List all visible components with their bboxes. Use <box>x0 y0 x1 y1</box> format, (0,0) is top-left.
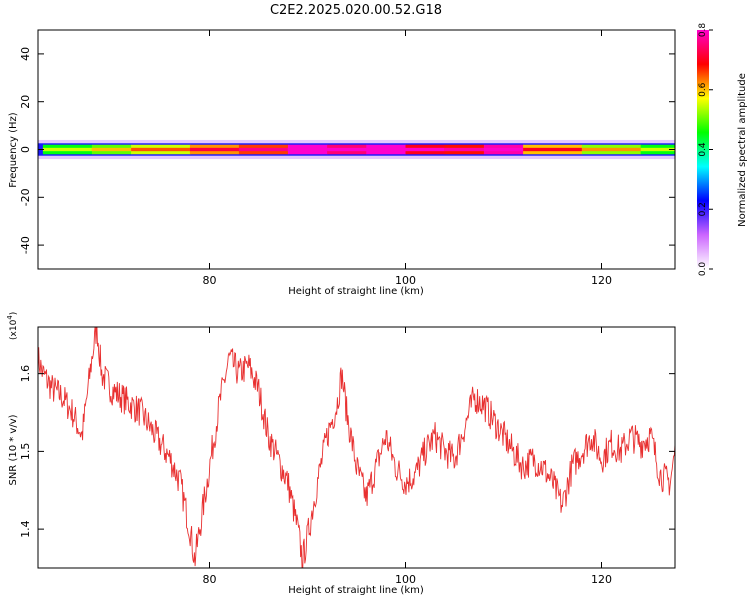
colorbar-ticks: 0.0 0.2 0.4 0.6 0.8 <box>698 23 713 277</box>
x-tick-label: 120 <box>591 274 612 287</box>
snr-multiplier-label: (x104) <box>6 312 19 340</box>
spectrogram-y-label: Frequency (Hz) <box>8 112 19 188</box>
y-tick-label: 20 <box>19 95 32 109</box>
band-core-segment <box>581 147 642 152</box>
colorbar-scale <box>697 30 709 269</box>
snr-multiplier-prefix: (x10 <box>9 319 19 340</box>
y-tick-label: 0 <box>19 146 32 153</box>
snr-y-ticks: 1.4 1.5 1.6 <box>19 365 675 538</box>
band-core-segment <box>287 147 328 152</box>
y-tick-label: 1.4 <box>19 520 32 538</box>
x-tick-label: 100 <box>395 573 416 586</box>
snr-series-line <box>38 327 675 568</box>
snr-panel: 80 100 120 1.4 1.5 1.6 Height of straight li… <box>6 312 676 596</box>
chart-title: C2E2.2025.020.00.52.G18 <box>270 3 442 18</box>
y-tick-label: 40 <box>19 47 32 61</box>
x-tick-label: 80 <box>203 274 217 287</box>
spectrogram-x-label: Height of straight line (km) <box>288 286 424 297</box>
colorbar-tick-label: 0.6 <box>698 82 708 97</box>
y-tick-label: 1.5 <box>19 443 32 461</box>
x-tick-label: 100 <box>395 274 416 287</box>
band-core-segment <box>327 147 367 152</box>
band-core-segment <box>640 147 675 152</box>
snr-frame <box>37 326 676 569</box>
y-tick-label: -40 <box>19 236 32 254</box>
colorbar-tick-label: 0.2 <box>698 202 708 216</box>
snr-x-ticks: 80 100 120 <box>203 327 612 586</box>
colorbar-label: Normalized spectral amplitude <box>737 73 748 227</box>
band-core-segment <box>238 147 289 152</box>
y-tick-label: -20 <box>19 188 32 206</box>
band-core-segment <box>91 147 132 152</box>
colorbar-tick-label: 0.8 <box>698 23 708 38</box>
snr-x-label: Height of straight line (km) <box>288 585 424 596</box>
y-tick-label: 1.6 <box>19 365 32 383</box>
spectrogram-x-ticks: 80 100 120 <box>203 30 612 287</box>
x-tick-label: 120 <box>591 573 612 586</box>
band-core-segment <box>483 147 524 152</box>
spectral-band <box>38 139 675 160</box>
band-core-segment <box>189 147 240 152</box>
x-tick-label: 80 <box>203 573 217 586</box>
snr-multiplier-exponent: 4 <box>6 315 14 320</box>
band-core-segment <box>131 147 191 152</box>
band-core-segment <box>366 147 406 152</box>
band-core-segment <box>42 147 93 152</box>
band-core-segment <box>444 147 485 152</box>
snr-y-label: SNR (10 * v/v) <box>8 414 19 485</box>
colorbar-tick-label: 0.4 <box>698 142 708 157</box>
snr-multiplier-suffix: ) <box>9 312 19 316</box>
spectrogram-y-ticks: -40 -20 0 20 40 <box>19 47 675 254</box>
colorbar-tick-label: 0.0 <box>698 262 708 277</box>
spectrogram-panel: 80 100 120 -40 -20 0 20 40 Height of straight … <box>8 29 676 297</box>
colorbar: 0.0 0.2 0.4 0.6 0.8 Normalized spectral ampl… <box>697 23 748 277</box>
band-core-segment <box>405 147 446 152</box>
band-core-segment <box>523 147 583 152</box>
